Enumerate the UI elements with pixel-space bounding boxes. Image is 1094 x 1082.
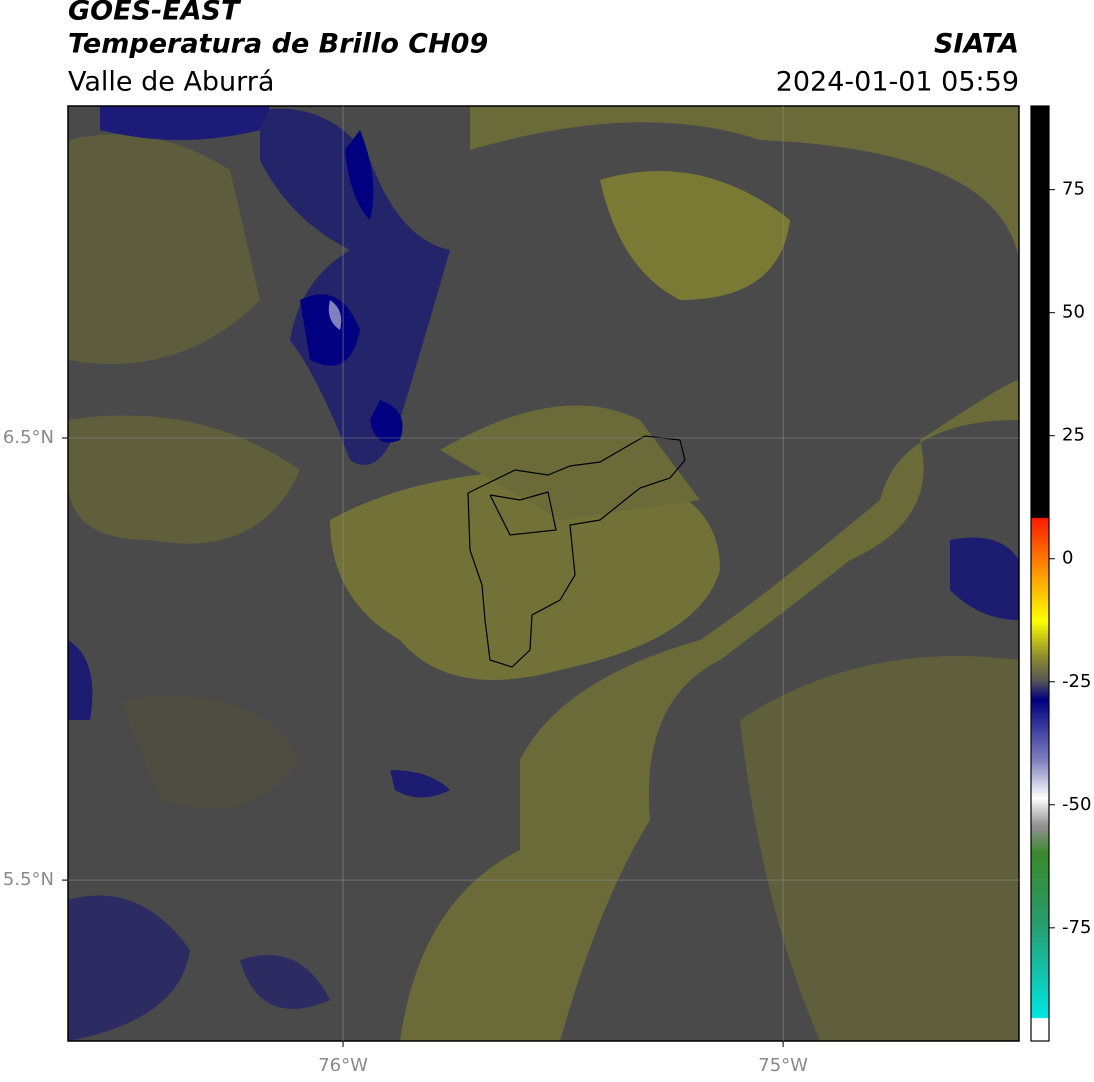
colorbar-tick-label: -75 (1062, 917, 1091, 938)
source: SIATA (934, 29, 1019, 60)
colorbar-tick-label: -50 (1062, 794, 1091, 815)
map-frame (67, 105, 1020, 1042)
region: Valle de Aburrá (68, 67, 274, 98)
map-image (68, 106, 1019, 1041)
datetime: 2024-01-01 05:59 (776, 67, 1019, 98)
colorbar-tick-label: 25 (1062, 425, 1085, 446)
lat-tick-label: 6.5°N (3, 427, 54, 448)
subtitle: Temperatura de Brillo CH09 (68, 29, 488, 60)
lat-tick-label: 5.5°N (3, 869, 54, 890)
colorbar-tick-label: 0 (1062, 548, 1073, 569)
colorbar-tick-label: 75 (1062, 179, 1085, 200)
colorbar-tick-label: 50 (1062, 302, 1085, 323)
title: GOES-EAST (68, 0, 242, 27)
colorbar-tick-label: -25 (1062, 671, 1091, 692)
lon-tick-label: 75°W (758, 1055, 808, 1076)
colorbar (1030, 105, 1050, 1042)
lon-tick-label: 76°W (318, 1055, 368, 1076)
